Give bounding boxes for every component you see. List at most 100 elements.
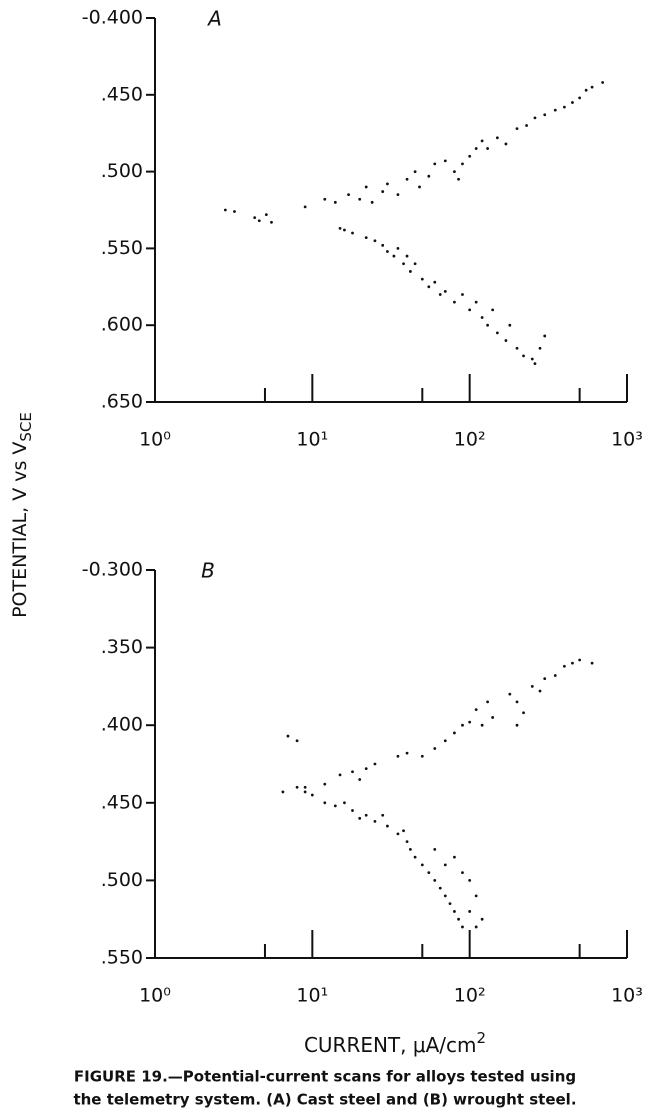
data-point xyxy=(396,832,400,836)
data-point xyxy=(480,316,484,319)
data-point xyxy=(584,88,588,92)
y-tick-label: .650 xyxy=(101,391,143,413)
data-point xyxy=(405,751,409,755)
data-point xyxy=(405,177,409,181)
data-point xyxy=(381,813,385,817)
data-point xyxy=(474,925,478,929)
data-point xyxy=(370,200,374,204)
data-point xyxy=(343,801,346,805)
y-tick-label: .500 xyxy=(101,869,143,891)
data-point xyxy=(443,739,447,743)
data-point xyxy=(396,754,400,758)
data-point xyxy=(408,847,412,851)
data-point xyxy=(408,270,412,273)
data-point xyxy=(286,734,290,738)
data-point xyxy=(495,136,499,140)
x-tick-label: 10² xyxy=(454,985,486,1007)
data-point xyxy=(264,213,268,217)
data-point xyxy=(347,193,350,197)
x-tick-label: 10⁰ xyxy=(139,429,171,451)
data-point xyxy=(448,902,452,906)
data-point xyxy=(491,716,495,719)
data-point xyxy=(364,767,368,771)
x-label-text: CURRENT, μA/cm xyxy=(304,1033,477,1057)
data-point xyxy=(418,185,421,189)
y-tick-label: .450 xyxy=(101,83,143,105)
y-tick-label: .550 xyxy=(101,237,143,259)
x-label-sup: 2 xyxy=(477,1029,487,1047)
data-point xyxy=(323,782,327,786)
data-point xyxy=(392,254,396,258)
data-point xyxy=(420,863,424,867)
data-point xyxy=(491,308,495,312)
data-point xyxy=(270,220,273,224)
data-point xyxy=(468,879,472,882)
y-tick-label: .500 xyxy=(101,160,143,182)
data-point xyxy=(453,731,456,735)
data-point xyxy=(438,886,442,890)
x-axis-label: CURRENT, μA/cm2 xyxy=(304,1029,486,1057)
data-point xyxy=(358,778,362,781)
data-point xyxy=(433,847,437,851)
x-tick-label: 10⁰ xyxy=(139,985,171,1007)
data-point xyxy=(253,216,257,220)
data-point xyxy=(433,280,437,284)
data-point xyxy=(381,243,385,247)
data-point xyxy=(343,228,346,232)
data-point xyxy=(364,236,368,240)
data-point xyxy=(402,262,405,266)
data-point xyxy=(373,820,377,823)
data-point xyxy=(351,770,354,774)
data-point xyxy=(522,711,525,715)
data-point xyxy=(474,300,478,304)
data-point xyxy=(504,339,508,342)
x-tick-label: 10¹ xyxy=(296,429,328,451)
y-tick-label: -0.300 xyxy=(82,559,143,581)
data-point xyxy=(405,840,409,843)
data-point xyxy=(443,159,447,163)
data-point xyxy=(530,357,534,361)
data-point xyxy=(543,334,547,338)
data-point xyxy=(515,723,519,727)
data-point xyxy=(515,127,519,130)
data-point xyxy=(461,293,464,296)
data-point xyxy=(443,863,447,867)
panel-label: B xyxy=(201,559,215,583)
y-tick-label: .450 xyxy=(101,791,143,813)
data-point xyxy=(427,871,431,875)
data-point xyxy=(533,116,537,120)
data-point xyxy=(601,81,605,84)
data-point xyxy=(543,113,547,117)
data-point xyxy=(427,285,431,289)
data-point xyxy=(571,661,574,665)
data-point xyxy=(453,170,456,174)
data-point xyxy=(402,829,405,833)
data-point xyxy=(562,664,566,668)
data-point xyxy=(396,193,400,197)
data-point xyxy=(486,147,489,150)
data-point xyxy=(571,101,574,104)
panel-label: A xyxy=(206,7,222,31)
data-point xyxy=(433,162,437,166)
y-tick-label: .400 xyxy=(101,714,143,736)
data-point xyxy=(562,105,566,109)
data-point xyxy=(504,142,508,146)
data-point xyxy=(281,790,285,794)
data-point xyxy=(474,894,478,898)
data-point xyxy=(461,162,464,166)
data-point xyxy=(438,293,442,296)
data-point xyxy=(474,147,478,150)
data-point xyxy=(381,190,385,193)
data-point xyxy=(433,879,437,882)
data-point xyxy=(525,124,528,127)
data-point xyxy=(508,323,512,327)
data-point xyxy=(364,185,368,189)
data-point xyxy=(480,139,484,143)
x-tick-label: 10¹ xyxy=(296,985,328,1007)
data-point xyxy=(386,824,389,828)
data-point xyxy=(427,174,431,178)
data-point xyxy=(486,323,489,327)
data-point xyxy=(468,154,472,158)
data-point xyxy=(295,739,299,743)
